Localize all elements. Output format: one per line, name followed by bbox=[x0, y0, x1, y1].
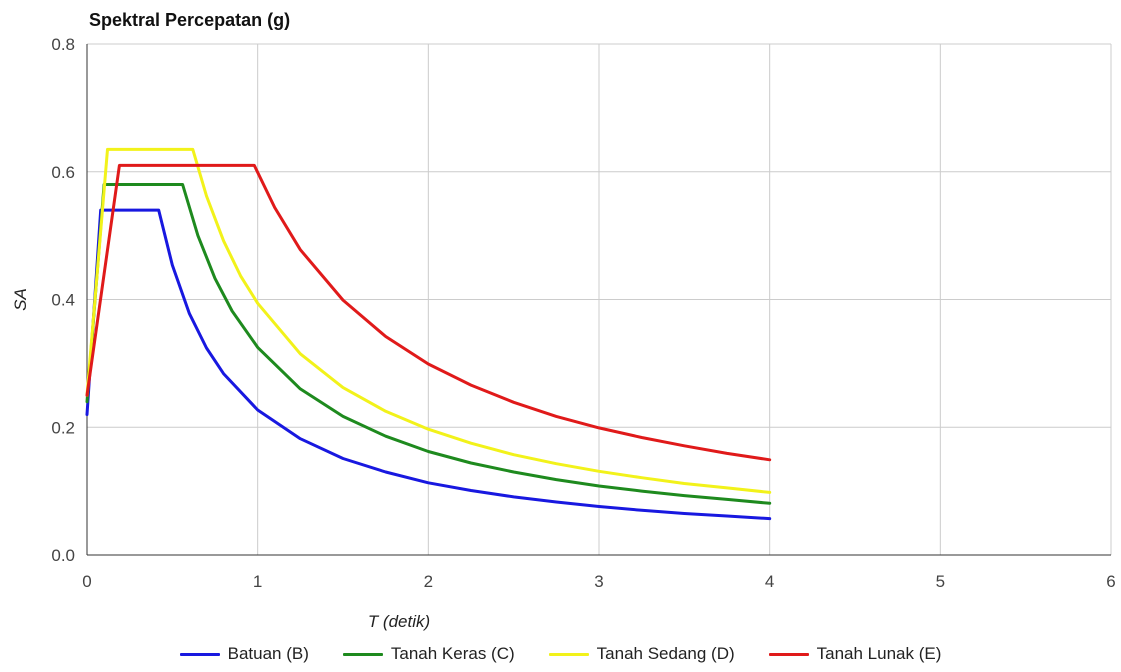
x-tick-label: 5 bbox=[936, 572, 945, 591]
y-axis-label: SA bbox=[11, 288, 30, 311]
chart-title: Spektral Percepatan (g) bbox=[89, 10, 291, 30]
legend-label: Tanah Keras (C) bbox=[390, 644, 515, 663]
y-tick-label: 0.6 bbox=[51, 163, 75, 182]
series-line bbox=[85, 208, 772, 521]
x-tick-label: 2 bbox=[424, 572, 433, 591]
y-tick-label: 0.4 bbox=[51, 291, 75, 310]
x-tick-label: 3 bbox=[594, 572, 603, 591]
legend-swatch bbox=[548, 652, 589, 656]
series-line bbox=[85, 147, 772, 494]
legend-swatch bbox=[179, 652, 220, 656]
x-tick-label: 0 bbox=[82, 572, 91, 591]
plot-area: 0.0 0.2 0.4 0.6 0.8 0 1 2 3 4 5 6 T (detik) SA bbox=[11, 35, 1116, 631]
legend-item: Tanah Sedang (D) bbox=[548, 644, 735, 664]
legend-item: Tanah Lunak (E) bbox=[768, 644, 942, 664]
y-tick-label: 0.0 bbox=[51, 546, 75, 565]
x-tick-label: 1 bbox=[253, 572, 262, 591]
series-line bbox=[85, 163, 772, 462]
y-tick-label: 0.2 bbox=[51, 418, 75, 437]
legend-swatch bbox=[768, 652, 809, 656]
legend-swatch bbox=[342, 652, 383, 656]
series-line bbox=[85, 183, 772, 505]
legend: Batuan (B) Tanah Keras (C) Tanah Sedang (D… bbox=[0, 644, 1121, 664]
legend-label: Batuan (B) bbox=[227, 644, 309, 663]
legend-item: Batuan (B) bbox=[179, 644, 309, 664]
legend-label: Tanah Lunak (E) bbox=[816, 644, 942, 663]
y-tick-label: 0.8 bbox=[51, 35, 75, 54]
x-tick-label: 4 bbox=[765, 572, 774, 591]
legend-label: Tanah Sedang (D) bbox=[596, 644, 735, 663]
x-tick-label: 6 bbox=[1106, 572, 1115, 591]
x-axis-label: T (detik) bbox=[368, 612, 430, 631]
legend-item: Tanah Keras (C) bbox=[342, 644, 515, 664]
